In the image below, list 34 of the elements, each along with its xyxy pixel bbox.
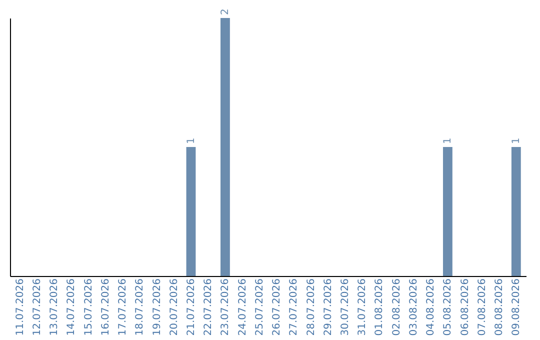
data-label: 1 [186, 138, 197, 144]
x-tick-label: 18.07.2026 [134, 278, 146, 336]
x-tick-label: 11.07.2026 [14, 278, 26, 336]
x-tick-label: 28.07.2026 [306, 278, 317, 336]
x-tick-label: 02.08.2026 [391, 278, 402, 336]
x-tick-label: 21.07.2026 [186, 278, 197, 336]
x-tick-label: 07.08.2026 [476, 278, 488, 336]
x-tick-label: 26.07.2026 [272, 278, 283, 336]
x-tick-label: 17.07.2026 [118, 278, 129, 336]
x-tick-label: 13.07.2026 [49, 278, 60, 336]
data-label: 1 [442, 138, 454, 144]
x-tick-label: 29.07.2026 [322, 278, 334, 336]
x-tick-label: 01.08.2026 [374, 278, 386, 336]
x-tick-label: 16.07.2026 [100, 278, 112, 336]
x-tick-label: 22.07.2026 [203, 278, 214, 336]
x-tick-label: 09.08.2026 [511, 278, 522, 336]
x-tick-label: 24.07.2026 [237, 278, 248, 336]
x-tick-label: 12.07.2026 [32, 278, 43, 336]
data-label: 1 [511, 138, 522, 144]
x-tick-label: 06.08.2026 [460, 278, 471, 336]
x-tick-label: 05.08.2026 [442, 278, 454, 336]
x-tick-label: 04.08.2026 [426, 278, 437, 336]
x-tick-label: 27.07.2026 [288, 278, 300, 336]
x-tick-label: 15.07.2026 [83, 278, 94, 336]
x-tick-label: 14.07.2026 [66, 278, 78, 336]
x-tick-label: 23.07.2026 [220, 278, 232, 336]
x-tick-label: 31.07.2026 [357, 278, 368, 336]
x-tick-label: 19.07.2026 [152, 278, 163, 336]
x-tick-label: 03.08.2026 [408, 278, 420, 336]
data-label: 2 [220, 8, 232, 15]
x-tick-label: 20.07.2026 [168, 278, 180, 336]
x-tick-label: 08.08.2026 [494, 278, 506, 336]
x-tick-label: 30.07.2026 [340, 278, 352, 336]
x-tick-label: 25.07.2026 [254, 278, 266, 336]
